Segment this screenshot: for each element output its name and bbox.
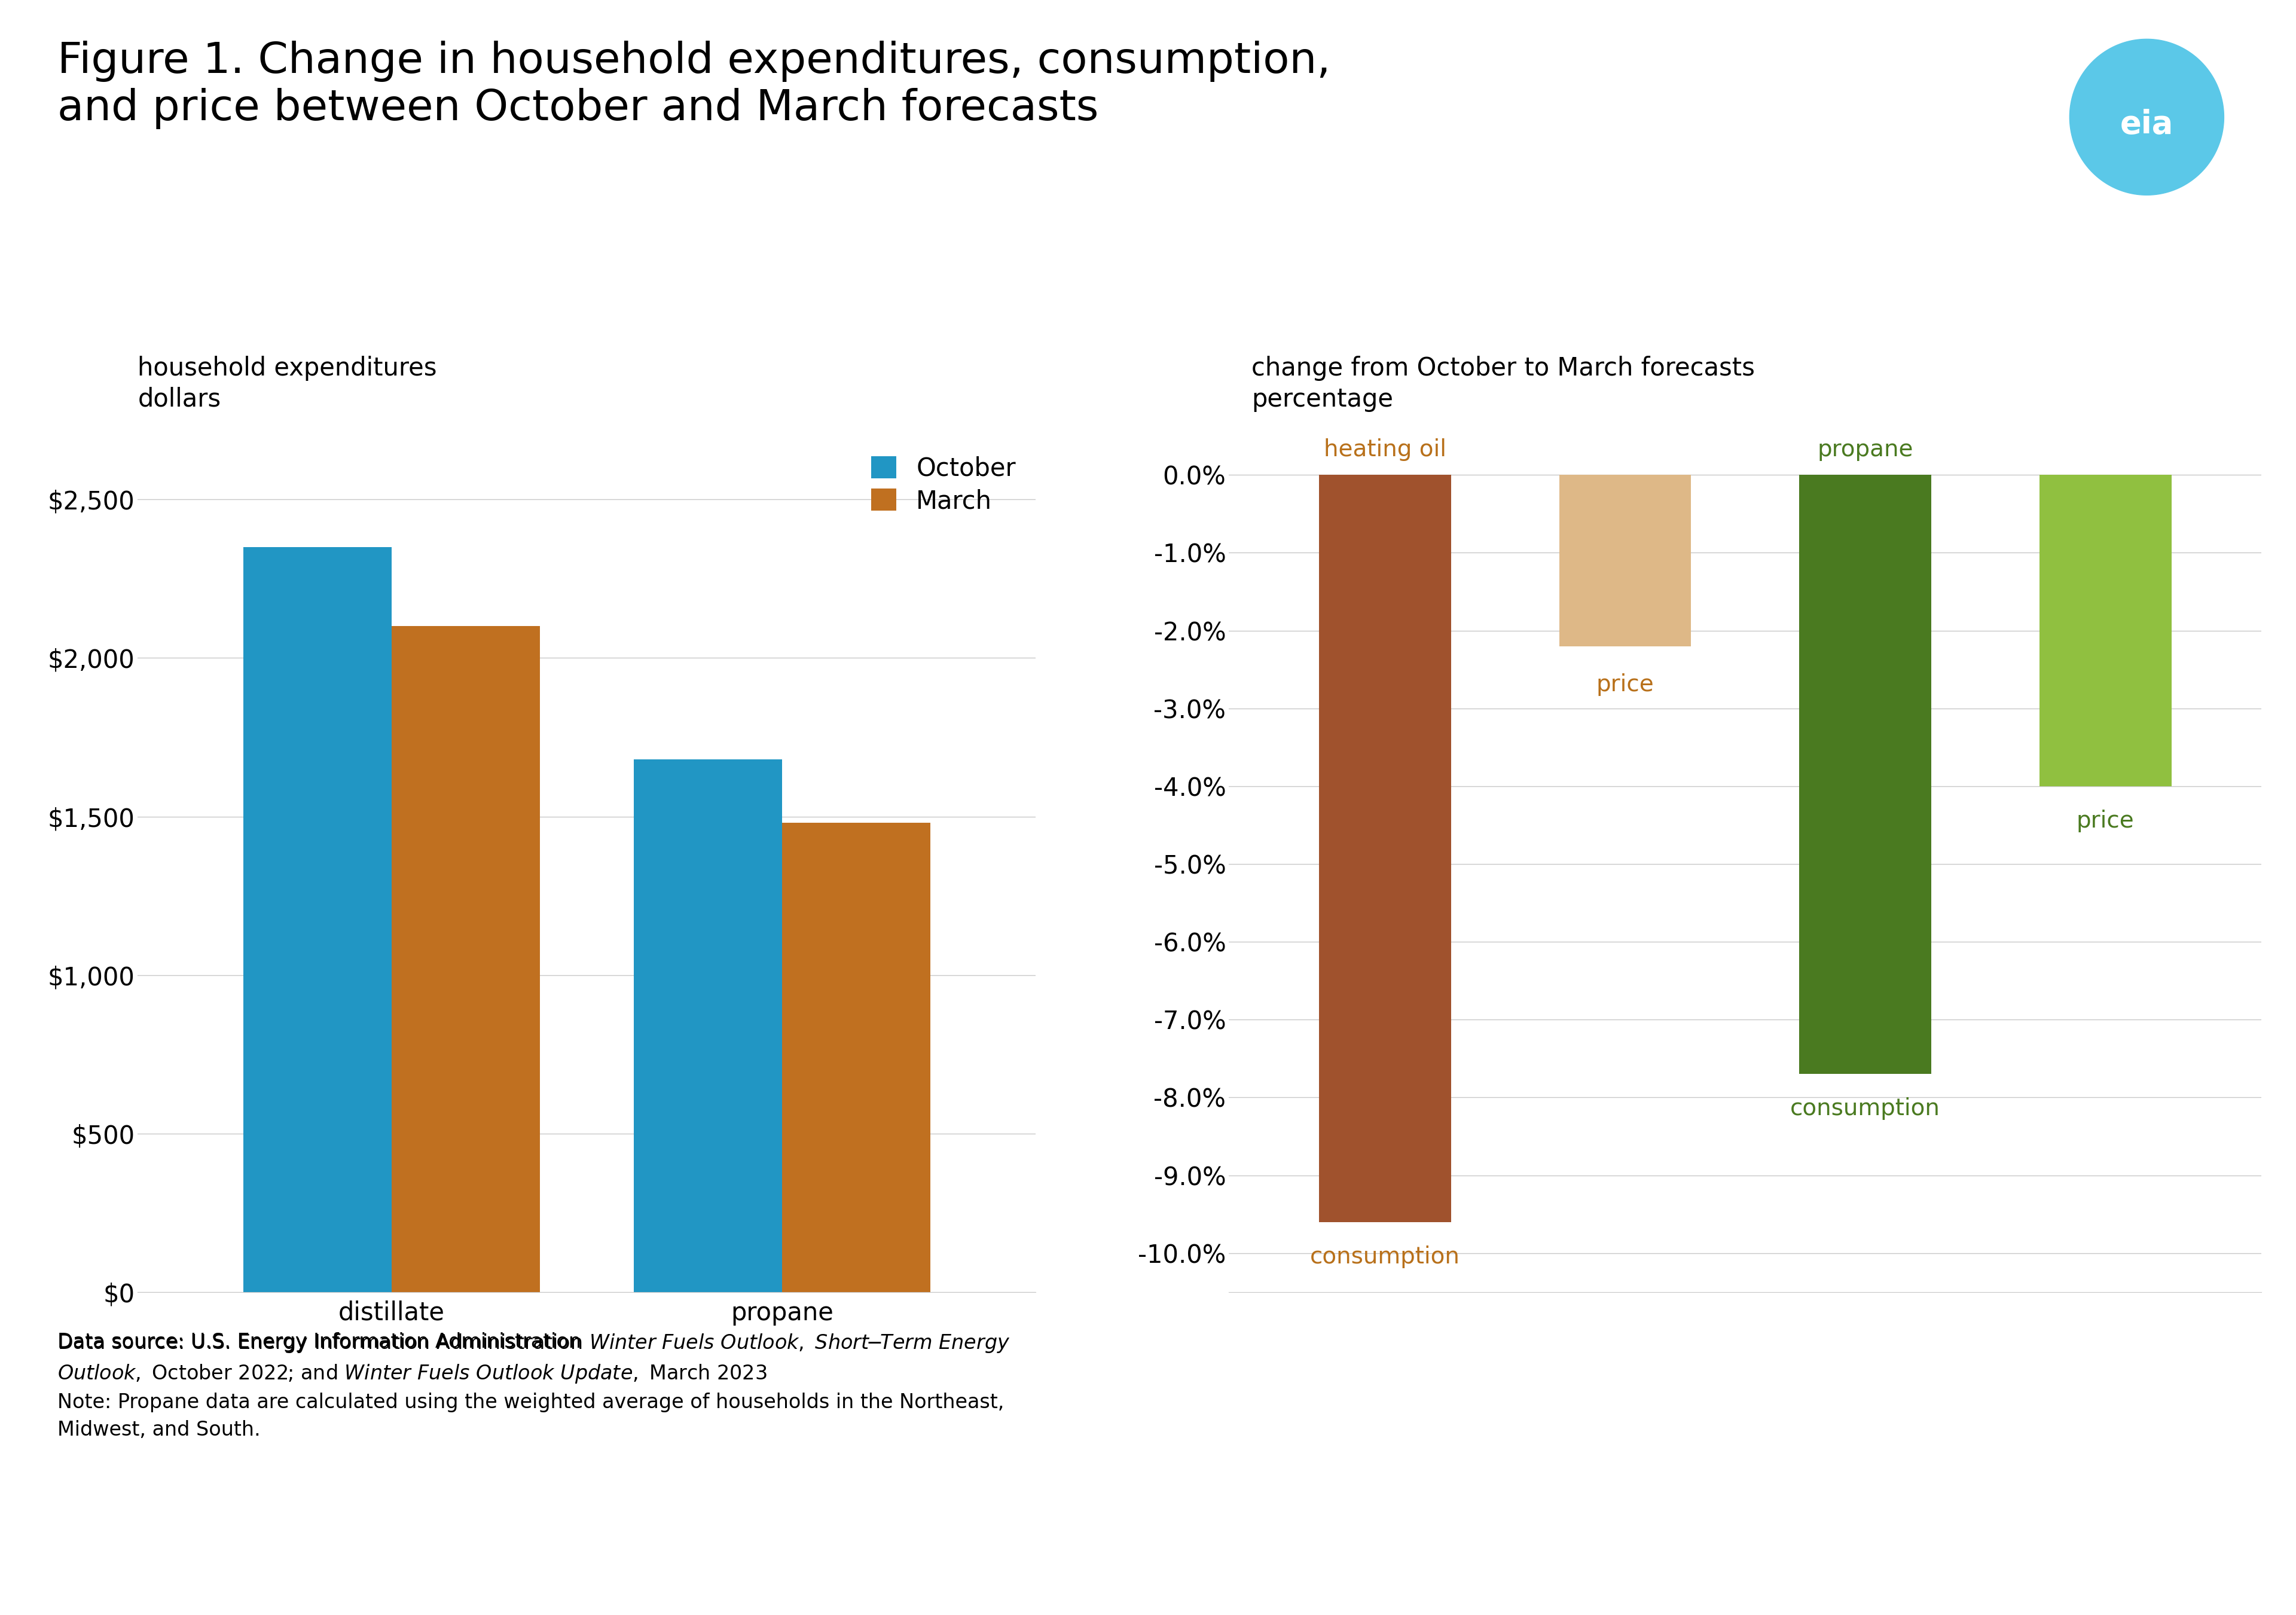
- Text: Data source: U.S. Energy Information Administration: Data source: U.S. Energy Information Adm…: [57, 1332, 588, 1352]
- Text: household expenditures
dollars: household expenditures dollars: [138, 355, 436, 412]
- Legend: October, March: October, March: [863, 449, 1024, 522]
- Bar: [2039, 475, 2172, 787]
- Text: Data source: U.S. Energy Information Administration $\it{Winter\ Fuels\ Outlook,: Data source: U.S. Energy Information Adm…: [57, 1332, 1010, 1441]
- Bar: [634, 759, 783, 1292]
- Polygon shape: [2069, 39, 2225, 195]
- Text: consumption: consumption: [1791, 1098, 1940, 1121]
- Bar: [1318, 475, 1451, 1223]
- Text: eia: eia: [2119, 108, 2174, 141]
- Text: heating oil: heating oil: [1325, 438, 1446, 460]
- Bar: [1559, 475, 1692, 646]
- Text: price: price: [2076, 809, 2135, 832]
- Text: price: price: [1596, 673, 1653, 696]
- Text: change from October to March forecasts
percentage: change from October to March forecasts p…: [1251, 355, 1754, 412]
- Text: propane: propane: [1818, 438, 1913, 460]
- Bar: [393, 627, 540, 1292]
- Bar: [783, 822, 930, 1292]
- Bar: [243, 547, 393, 1292]
- Text: consumption: consumption: [1311, 1245, 1460, 1268]
- Text: Figure 1. Change in household expenditures, consumption,
and price between Octob: Figure 1. Change in household expenditur…: [57, 40, 1329, 129]
- Bar: [1800, 475, 1931, 1074]
